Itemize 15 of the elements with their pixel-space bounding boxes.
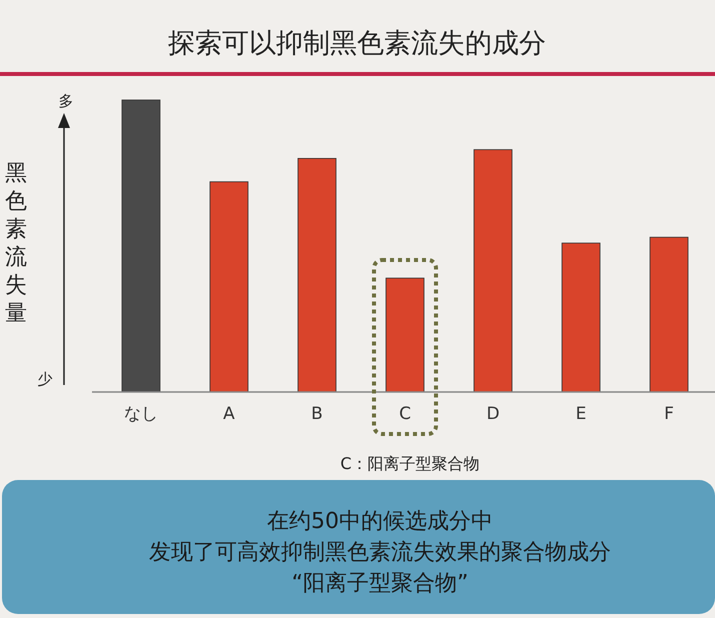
text: 发现了可高效抑制黑色素流失效果的聚合物成分	[149, 540, 611, 565]
x-tick-label: D	[486, 404, 500, 424]
x-tick-label: E	[576, 404, 586, 424]
x-tick-label: なし	[124, 404, 158, 424]
x-tick-label: B	[311, 404, 323, 424]
text: 少	[38, 370, 52, 388]
x-tick-label: F	[664, 404, 674, 424]
text: C：阳离子型聚合物	[340, 454, 480, 473]
text: “阳离子型聚合物”	[292, 571, 468, 596]
text: 在约50中的候选成分中	[267, 509, 493, 534]
chart-title: 探索可以抑制黑色素流失的成分	[168, 28, 546, 59]
x-tick-label: A	[223, 404, 236, 424]
y-axis-title: 黑色素流失量	[5, 161, 27, 326]
text: 多	[58, 92, 74, 110]
x-tick-label: C	[399, 404, 411, 424]
